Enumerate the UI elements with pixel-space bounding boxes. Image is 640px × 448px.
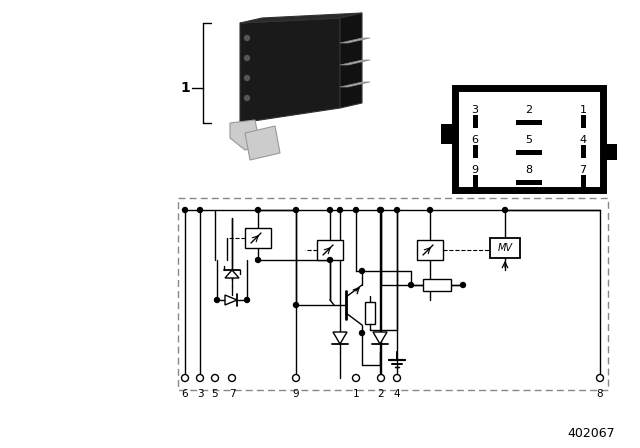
Circle shape [182, 375, 189, 382]
Text: 1: 1 [579, 105, 586, 115]
Circle shape [228, 375, 236, 382]
Circle shape [244, 297, 250, 302]
Circle shape [214, 297, 220, 302]
Text: 5: 5 [525, 135, 532, 145]
Circle shape [244, 35, 250, 40]
Bar [472, 175, 477, 188]
Text: 9: 9 [292, 389, 300, 399]
Circle shape [394, 375, 401, 382]
Circle shape [294, 207, 298, 212]
Circle shape [360, 268, 365, 273]
Text: 8: 8 [596, 389, 604, 399]
Polygon shape [240, 13, 362, 23]
Bar [441, 124, 455, 144]
Circle shape [244, 76, 250, 81]
Circle shape [596, 375, 604, 382]
Bar [580, 175, 586, 188]
Polygon shape [240, 18, 340, 123]
Bar [472, 145, 477, 158]
Bar [423, 279, 451, 291]
Text: 1: 1 [353, 389, 359, 399]
Text: 3: 3 [196, 389, 204, 399]
Bar [580, 115, 586, 128]
Circle shape [378, 207, 383, 212]
Text: 6: 6 [182, 389, 188, 399]
Polygon shape [340, 82, 370, 87]
Bar [516, 120, 542, 125]
Polygon shape [245, 126, 280, 160]
Text: 5: 5 [212, 389, 218, 399]
Bar [245, 228, 271, 248]
Circle shape [255, 207, 260, 212]
Circle shape [353, 375, 360, 382]
Text: 7: 7 [228, 389, 236, 399]
Circle shape [337, 207, 342, 212]
Circle shape [408, 283, 413, 288]
Bar [178, 198, 608, 390]
Bar [516, 150, 542, 155]
Bar [472, 115, 477, 128]
Text: 9: 9 [472, 165, 479, 175]
Bar [516, 180, 542, 185]
Text: 2: 2 [378, 389, 384, 399]
Circle shape [196, 375, 204, 382]
Polygon shape [340, 38, 370, 43]
Polygon shape [340, 13, 362, 108]
Circle shape [428, 207, 433, 212]
Text: 4: 4 [579, 135, 587, 145]
Circle shape [360, 331, 365, 336]
Polygon shape [225, 270, 239, 278]
Circle shape [328, 207, 333, 212]
Circle shape [292, 375, 300, 382]
Bar [365, 302, 375, 324]
Bar [490, 238, 520, 258]
Polygon shape [373, 332, 387, 344]
Text: 8: 8 [525, 165, 532, 175]
Circle shape [353, 207, 358, 212]
Circle shape [461, 283, 465, 288]
Circle shape [394, 207, 399, 212]
Circle shape [378, 207, 383, 212]
Polygon shape [230, 120, 260, 150]
Polygon shape [340, 60, 370, 65]
Circle shape [328, 258, 333, 263]
Circle shape [255, 258, 260, 263]
Text: 2: 2 [525, 105, 532, 115]
Text: 1: 1 [180, 81, 190, 95]
Circle shape [198, 207, 202, 212]
Text: 3: 3 [472, 105, 479, 115]
Bar [580, 145, 586, 158]
Polygon shape [333, 332, 347, 344]
Circle shape [502, 207, 508, 212]
Circle shape [294, 302, 298, 307]
Text: MV: MV [497, 243, 513, 253]
Bar [317, 240, 343, 260]
Text: 7: 7 [579, 165, 587, 175]
Bar [455, 88, 603, 190]
Text: 6: 6 [472, 135, 479, 145]
Bar [603, 144, 617, 160]
Polygon shape [225, 295, 237, 305]
Text: 4: 4 [394, 389, 400, 399]
Circle shape [182, 207, 188, 212]
Circle shape [378, 375, 385, 382]
Circle shape [211, 375, 218, 382]
Text: 402067: 402067 [568, 427, 615, 440]
Circle shape [244, 56, 250, 60]
Circle shape [244, 95, 250, 100]
Bar [417, 240, 443, 260]
